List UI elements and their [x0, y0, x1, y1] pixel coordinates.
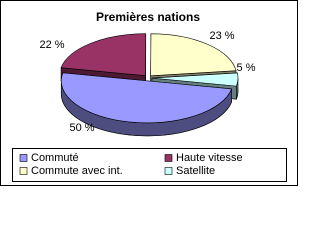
chart: Premières nations 50 % 22 % 23 % 5 % Commuté…	[0, 0, 298, 186]
slice	[60, 33, 147, 77]
page: Premières nations 50 % 22 % 23 % 5 % Commuté…	[0, 0, 298, 186]
chart-title: Premières nations	[96, 10, 200, 24]
legend-swatch	[164, 154, 173, 162]
value-label: 5 %	[237, 62, 256, 74]
legend-label: Commute avec int.	[31, 165, 123, 177]
value-label: 23 %	[209, 30, 234, 42]
pie	[60, 33, 239, 137]
slice	[151, 72, 239, 87]
legend	[12, 148, 287, 182]
legend-label: Satellite	[176, 165, 215, 177]
legend-swatch	[19, 167, 28, 175]
value-label: 50 %	[69, 122, 94, 134]
legend-swatch	[164, 167, 173, 175]
slice	[60, 72, 233, 124]
legend-swatch	[19, 154, 28, 162]
value-label: 22 %	[39, 39, 64, 51]
legend-label: Commuté	[31, 152, 79, 164]
slice	[150, 33, 237, 77]
legend-label: Haute vitesse	[176, 152, 243, 164]
